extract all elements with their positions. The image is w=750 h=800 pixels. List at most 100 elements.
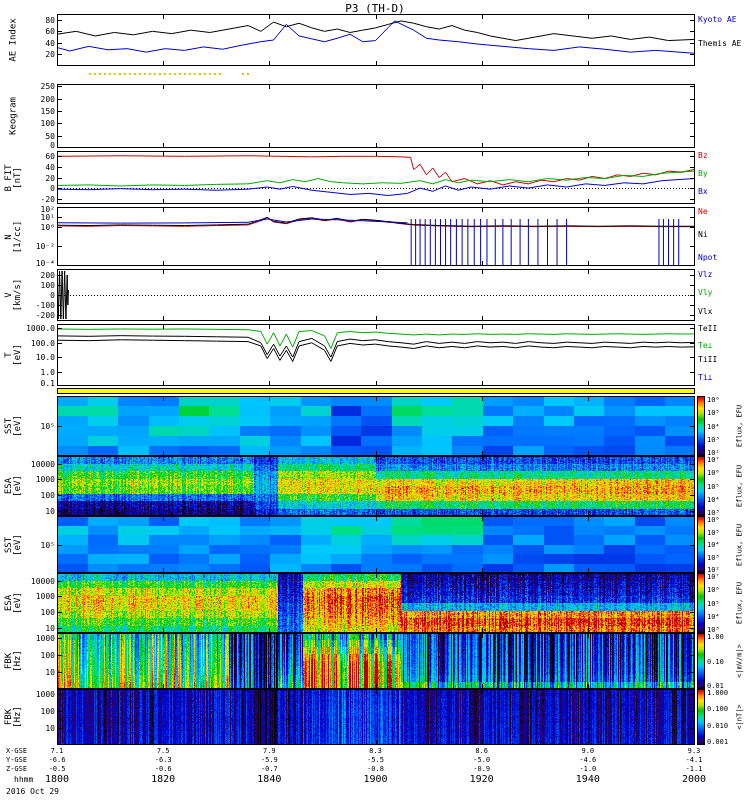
- coord-value: 9.0: [581, 747, 595, 755]
- ylabel-esa_e: ESA [eV]: [4, 592, 23, 614]
- ytick-ae: 20: [45, 50, 55, 60]
- panel-ae: [57, 14, 695, 66]
- coord-value: 8.6: [475, 747, 488, 755]
- ylabel-ae: AE Index: [8, 18, 19, 62]
- ytick-esa_e: 1000: [35, 592, 55, 602]
- ytick-bfit: 0: [50, 184, 55, 194]
- time-tick: 1940: [575, 774, 600, 785]
- panel-fbk_e: [57, 633, 695, 689]
- coord-value: -5.9: [260, 756, 278, 764]
- ytick-dens: 10⁰: [40, 222, 55, 232]
- series-label-TeII: TeII: [698, 324, 718, 334]
- coord-value: -1.0: [579, 765, 597, 773]
- coord-value: -4.6: [579, 756, 597, 764]
- coord-value: -6.3: [154, 756, 172, 764]
- coord-value: -4.1: [685, 756, 703, 764]
- date-label: 2016 Oct 29: [6, 787, 59, 796]
- colorbar-sst_e: [697, 516, 705, 573]
- series-label-ThemisAE: Themis AE: [698, 38, 742, 48]
- ytick-temp: 0.1: [40, 379, 55, 388]
- ytick-vel: -100: [35, 301, 55, 310]
- ytick-dens: 10⁻⁴: [35, 259, 55, 268]
- cbtick-sst_i: 10⁵: [707, 409, 720, 418]
- cbtick-fbk_b: 0.010: [707, 721, 729, 730]
- ytick-dens: 10¹: [40, 212, 55, 222]
- ytick-vel: 100: [40, 281, 55, 290]
- ytick-esa_e: 100: [40, 608, 55, 618]
- time-tick: 1900: [363, 774, 388, 785]
- ytick-esa_i: 1000: [35, 475, 55, 485]
- series-label-Bx: Bx: [698, 187, 708, 197]
- ytick-fbk_b: 100: [40, 707, 55, 717]
- series-label-Ne: Ne: [698, 206, 708, 216]
- ytick-esa_e: 10: [45, 624, 55, 634]
- colorbar-esa_e: [697, 573, 705, 633]
- cbtick-sst_i: 10³: [707, 435, 720, 444]
- ytick-vel: 0: [50, 291, 55, 300]
- ytick-ae: 60: [45, 27, 55, 37]
- cbtick-fbk_e: 0.01: [707, 682, 724, 690]
- panel-bfit: [57, 151, 695, 204]
- colorbar-fbk_b: [697, 689, 705, 745]
- coord-value: 8.3: [369, 747, 382, 755]
- ytick-fbk_e: 10: [45, 668, 55, 678]
- time-tick: 1920: [469, 774, 494, 785]
- cbtick-sst_i: 10⁶: [707, 396, 720, 404]
- ytick-ae: 80: [45, 15, 55, 25]
- ytick-bfit: -20: [40, 194, 55, 204]
- panel-sst_e: [57, 516, 695, 573]
- ytick-temp: 1.0: [40, 367, 55, 377]
- panel-keogram: [57, 84, 695, 148]
- series-label-Ti: Ti⊥: [698, 373, 713, 383]
- cbtick-sst_e: 10⁵: [707, 528, 720, 537]
- ytick-vel: 200: [40, 271, 55, 280]
- ytick-keogram: 200: [40, 94, 55, 104]
- ytick-temp: 1000.0: [26, 324, 55, 334]
- cb-unit-label-fbk_b: <|nT|>: [735, 704, 744, 730]
- series-label-Bz: Bz: [698, 151, 708, 161]
- panel-dens: [57, 207, 695, 266]
- cbtick-fbk_e: 0.10: [707, 657, 724, 666]
- ytick-sst_e: 10⁵: [40, 540, 55, 550]
- cbtick-fbk_e: 1.00: [707, 633, 724, 641]
- cbtick-esa_i: 10⁷: [707, 456, 720, 464]
- ylabel-esa_i: ESA [eV]: [4, 475, 23, 497]
- cb-unit-label-fbk_e: <|mV/m|>: [735, 644, 744, 678]
- ytick-sst_i: 10⁵: [40, 422, 55, 431]
- time-tick: 1820: [151, 774, 176, 785]
- panel-esa_e: [57, 573, 695, 633]
- ylabel-keogram: Keogram: [8, 97, 19, 135]
- ytick-keogram: 150: [40, 107, 55, 117]
- ylabel-fbk_b: FBK [Hz]: [4, 706, 23, 728]
- cbtick-esa_i: 10³: [707, 509, 720, 517]
- ytick-keogram: 50: [45, 131, 55, 141]
- cbtick-esa_i: 10⁵: [707, 482, 720, 491]
- time-tick: 2000: [681, 774, 707, 785]
- cbtick-sst_e: 10⁴: [707, 541, 720, 549]
- cb-unit-label-sst_i: Eflux, EFU: [735, 404, 744, 448]
- ytick-ae: 40: [45, 38, 55, 48]
- series-label-KyotoAE: Kyoto AE: [698, 15, 737, 25]
- coord-value: -1.1: [685, 765, 703, 773]
- row-header-Z-GSE: Z-GSE: [6, 765, 28, 773]
- ytick-esa_i: 10: [45, 507, 55, 517]
- ytick-dens: 10⁻²: [35, 242, 55, 252]
- ytick-temp: 10.0: [35, 353, 55, 363]
- cb-unit-label-sst_e: Eflux, EFU: [735, 523, 744, 566]
- cbtick-esa_e: 10⁷: [707, 573, 720, 581]
- series-label-TiII: TiII: [698, 354, 718, 364]
- cbtick-esa_i: 10⁴: [707, 495, 720, 504]
- panel-sst_i: [57, 396, 695, 456]
- series-label-Vlz: Vlz: [698, 270, 713, 280]
- cbtick-fbk_b: 0.100: [707, 705, 729, 714]
- ytick-bfit: 20: [45, 173, 55, 183]
- panel-ybar: [57, 388, 695, 394]
- ylabel-sst_e: SST [eV]: [4, 533, 23, 556]
- ylabel-bfit: B FIT [nT]: [4, 163, 23, 192]
- colorbar-sst_i: [697, 396, 705, 456]
- cbtick-sst_e: 10²: [707, 566, 720, 574]
- ytick-fbk_e: 1000: [35, 634, 55, 644]
- panel-fbk_b: [57, 689, 695, 745]
- coord-value: 9.3: [687, 747, 701, 755]
- cb-unit-label-esa_e: Eflux, EFU: [735, 581, 744, 625]
